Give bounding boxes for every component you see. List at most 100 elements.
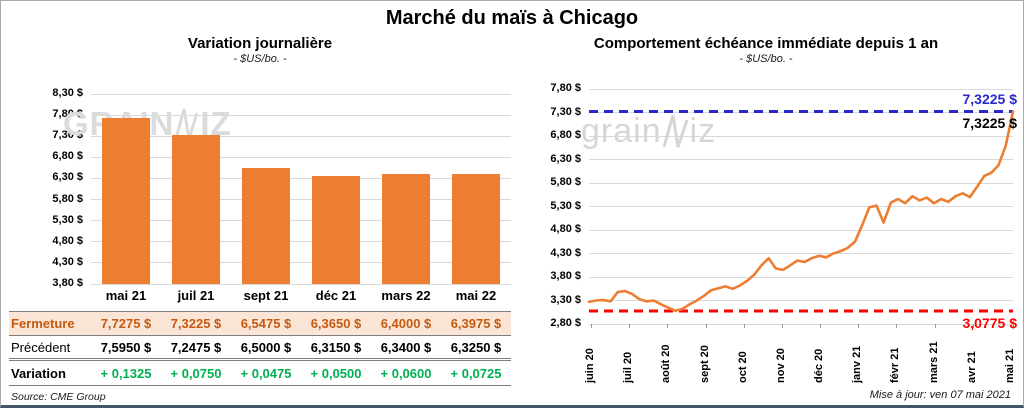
gridline bbox=[91, 156, 511, 158]
bar-chart-category-axis: mai 21 juil 21 sept 21 déc 21 mars 22 mai 22 bbox=[9, 288, 511, 303]
last-price-label: 7,3225 $ bbox=[962, 115, 1018, 132]
x-axis-label: juil 21 bbox=[177, 288, 215, 303]
x-axis-label: déc 20 bbox=[813, 348, 826, 383]
gridline bbox=[589, 300, 1013, 301]
gridline bbox=[91, 93, 511, 95]
y-axis-tick-label: 3,80 $ bbox=[550, 270, 581, 282]
gridline bbox=[91, 199, 511, 201]
variation-value-sept-21: + 0,0475 bbox=[240, 365, 292, 381]
variation-value-mai-22: + 0,0725 bbox=[450, 365, 502, 381]
y-axis-tick-label: 3,30 $ bbox=[550, 293, 581, 306]
bar-chart-unit: - $US/bo. - bbox=[233, 53, 287, 65]
gridline bbox=[91, 177, 511, 179]
bar-juil-21 bbox=[172, 135, 220, 284]
bar-mai-21 bbox=[102, 118, 150, 284]
precedent-row: Précédent 7,5950 $ 7,2475 $ 6,5000 $ 6,3150 … bbox=[9, 336, 511, 361]
price-line bbox=[587, 110, 1015, 313]
y-axis-tick-label: 4,80 $ bbox=[52, 234, 83, 247]
variation-row: Variation + 0,1325 + 0,0750 + 0,0475 + 0,050… bbox=[9, 361, 511, 386]
x-axis-label: déc 21 bbox=[315, 288, 357, 303]
y-axis-tick-label: 3,80 $ bbox=[52, 277, 83, 289]
gridline bbox=[91, 241, 511, 243]
watermark-text: iz bbox=[689, 111, 717, 150]
x-axis-tick bbox=[972, 324, 974, 328]
y-axis-tick-label: 2,80 $ bbox=[550, 317, 581, 329]
grainwiz-zigzag-icon bbox=[662, 114, 689, 148]
fermeture-value-déc-21: 6,3650 $ bbox=[310, 316, 362, 331]
gridline bbox=[91, 135, 511, 137]
y-axis-tick-label: 7,80 $ bbox=[52, 108, 83, 121]
price-line-svg bbox=[587, 109, 1015, 313]
variation-value-déc-21: + 0,0500 bbox=[310, 365, 362, 381]
gridline bbox=[589, 182, 1013, 184]
x-axis-label: sept 20 bbox=[698, 345, 711, 383]
watermark-text: grain bbox=[581, 111, 662, 150]
source-note: Source: CME Group bbox=[11, 391, 106, 403]
x-axis-tick bbox=[1011, 324, 1012, 328]
y-axis-tick-label: 6,80 $ bbox=[550, 129, 581, 141]
x-axis-label: août 20 bbox=[660, 344, 673, 383]
fermeture-value-mars-22: 6,4000 $ bbox=[380, 316, 432, 331]
y-axis-tick-label: 4,30 $ bbox=[550, 246, 581, 259]
gridline bbox=[91, 283, 511, 285]
update-date-note: Mise à jour: ven 07 mai 2021 bbox=[869, 389, 1011, 401]
y-axis-tick-label: 5,80 $ bbox=[52, 192, 83, 205]
gridline bbox=[91, 262, 511, 264]
y-axis-tick-label: 5,30 $ bbox=[550, 199, 581, 212]
y-axis-tick-label: 5,30 $ bbox=[52, 213, 83, 226]
variation-value-juil-21: + 0,0750 bbox=[170, 365, 222, 381]
low-reference-label: 3,0775 $ bbox=[962, 314, 1018, 331]
line-chart-unit: - $US/bo. - bbox=[739, 53, 793, 65]
futures-quote-table: Fermeture 7,7275 $ 7,3225 $ 6,5475 $ 6,3650 … bbox=[9, 311, 511, 386]
bar-mars-22 bbox=[382, 174, 430, 284]
x-axis-tick bbox=[781, 324, 783, 328]
gridline bbox=[91, 220, 511, 222]
y-axis-tick-label: 6,30 $ bbox=[52, 171, 83, 184]
gridline bbox=[589, 253, 1013, 254]
y-axis-tick-label: 7,30 $ bbox=[550, 105, 581, 118]
gridline bbox=[589, 159, 1013, 160]
precedent-value-déc-21: 6,3150 $ bbox=[310, 339, 362, 355]
x-axis-label: oct 20 bbox=[736, 351, 749, 383]
x-axis-label: févr 21 bbox=[889, 347, 902, 383]
x-axis-label: juin 20 bbox=[584, 348, 596, 383]
x-axis-tick bbox=[820, 324, 822, 328]
front-month-panel: Comportement échéance immédiate depuis 1… bbox=[515, 35, 1017, 405]
gridline bbox=[91, 114, 511, 116]
y-axis-tick-label: 6,80 $ bbox=[52, 150, 83, 163]
x-axis-tick bbox=[629, 324, 631, 328]
x-axis-tick bbox=[667, 324, 669, 328]
bar-déc-21 bbox=[312, 175, 360, 284]
x-axis-tick bbox=[591, 324, 592, 328]
y-axis-tick-label: 7,30 $ bbox=[52, 129, 83, 142]
x-axis-label: mars 21 bbox=[927, 341, 940, 383]
high-reference-label: 7,3225 $ bbox=[962, 91, 1018, 108]
category-axis-spacer bbox=[9, 288, 91, 303]
x-axis-label: janv 21 bbox=[851, 345, 864, 383]
x-axis-tick bbox=[743, 324, 745, 328]
precedent-value-mai-21: 7,5950 $ bbox=[100, 339, 152, 355]
x-axis-label: juil 20 bbox=[622, 351, 635, 383]
fermeture-value-juil-21: 7,3225 $ bbox=[170, 316, 222, 331]
x-axis-tick bbox=[896, 324, 898, 328]
precedent-value-mars-22: 6,3400 $ bbox=[380, 339, 432, 355]
x-axis-label: mai 21 bbox=[105, 288, 147, 303]
gridline bbox=[589, 206, 1013, 207]
fermeture-value-sept-21: 6,5475 $ bbox=[240, 316, 292, 331]
x-axis-tick bbox=[858, 324, 860, 328]
x-axis-label: sept 21 bbox=[243, 288, 289, 303]
y-axis-tick-label: 7,80 $ bbox=[550, 82, 581, 94]
bar-chart-title: Variation journalière bbox=[187, 35, 333, 52]
daily-variation-panel: Variation journalière - $US/bo. - GRAINI… bbox=[9, 35, 511, 405]
grainwiz-watermark: grain iz bbox=[581, 111, 716, 151]
fermeture-row: Fermeture 7,7275 $ 7,3225 $ 6,5475 $ 6,3650 … bbox=[9, 311, 511, 336]
gridline bbox=[589, 323, 1013, 325]
x-axis-tick bbox=[705, 324, 707, 328]
x-axis-label: mai 21 bbox=[1004, 348, 1016, 383]
gridline bbox=[589, 276, 1013, 278]
fermeture-value-mai-22: 6,3975 $ bbox=[450, 316, 502, 331]
line-chart-title: Comportement échéance immédiate depuis 1… bbox=[593, 35, 939, 52]
variation-value-mai-21: + 0,1325 bbox=[100, 365, 152, 381]
gridline bbox=[589, 88, 1013, 90]
